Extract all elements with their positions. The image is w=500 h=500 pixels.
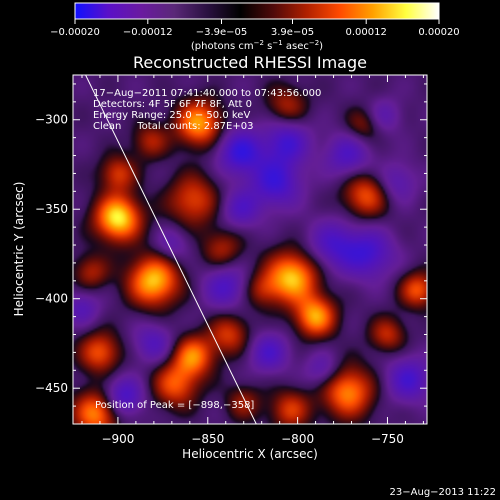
x-tick-label: −850 [191,432,224,446]
heatmap-image [73,75,427,424]
plot-frame [72,74,428,425]
limb-line [85,75,257,424]
y-tick-label: −300 [35,113,68,127]
x-tick-label: −900 [101,432,134,446]
colorbar: −0.00020 −0.00012 −3.9e−05 3.9e−05 0.00012 0.… [50,2,460,52]
y-tick-label: −350 [35,202,68,216]
footer-date: 23−Aug−2013 11:22 [390,487,496,498]
colorbar-tick-label: −0.00020 [50,27,100,38]
colorbar-ticks: −0.00020 −0.00012 −3.9e−05 3.9e−05 0.00012 0.… [50,19,460,38]
colorbar-tick-label: 3.9e−05 [271,27,314,38]
annotation-energy: Energy Range: 25.0 − 50.0 keV [93,110,250,121]
annotation-clean-counts: Clean Total counts: 2.87E+03 [93,121,253,132]
y-tick-label: −400 [35,292,68,306]
y-axis-ticks: −300 −350 −400 −450 [35,83,427,407]
info-annotations: 17−Aug−2011 07:41:40.000 to 07:43:56.000… [93,88,321,132]
annotation-time-range: 17−Aug−2011 07:41:40.000 to 07:43:56.000 [93,88,321,99]
annotation-detectors: Detectors: 4F 5F 6F 7F 8F, Att 0 [93,99,252,110]
peak-position-label: Position of Peak = [−898,−358] [95,400,254,411]
colorbar-tick-label: −0.00012 [123,27,173,38]
x-axis-ticks: −900 −850 −800 −750 [81,75,424,446]
colorbar-tick-label: 0.00020 [418,27,459,38]
colorbar-tick-label: −3.9e−05 [196,27,248,38]
y-tick-label: −450 [35,381,68,395]
x-axis-label: Heliocentric X (arcsec) [182,447,318,461]
x-tick-label: −750 [371,432,404,446]
colorbar-unit-label: (photons cm−2 s−1 asec−2) [191,39,323,52]
plot-area: −900 −850 −800 −750 −300 −350 −400 −450 [35,74,428,446]
colorbar-tick-label: 0.00012 [346,27,387,38]
colorbar-gradient [74,2,440,20]
x-tick-label: −800 [281,432,314,446]
chart-title: Reconstructed RHESSI Image [133,53,367,72]
y-axis-label: Heliocentric Y (arcsec) [12,182,26,317]
